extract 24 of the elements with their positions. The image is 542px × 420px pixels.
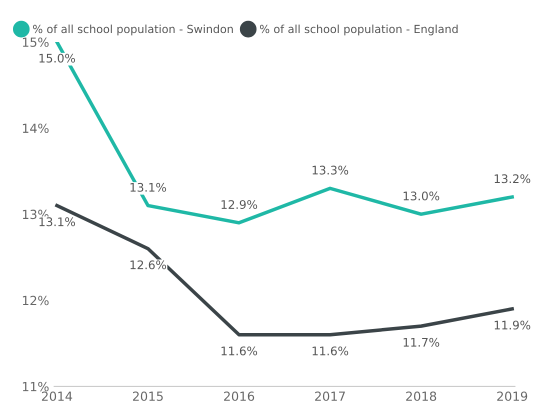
x-tick-label: 2017 [315, 391, 345, 401]
data-label: 11.6% [222, 346, 258, 356]
data-label: 11.9% [494, 320, 530, 330]
x-tick-label: 2019 [497, 391, 528, 401]
y-tick-label: 15% [22, 37, 49, 47]
x-tick-label: 2018 [406, 391, 436, 401]
data-label: 13.3% [312, 166, 348, 175]
data-label: 13.2% [494, 174, 530, 184]
data-label: 13.1% [130, 182, 166, 192]
x-tick-label: 2014 [42, 391, 72, 401]
y-tick-label: 14% [22, 124, 49, 134]
data-label: 13.1% [39, 217, 76, 226]
x-tick-label: 2016 [224, 391, 254, 401]
legend-label: % of all school population - Swindon [33, 24, 233, 36]
data-label: 13.0% [404, 191, 440, 200]
legend-label: % of all school population - England [260, 24, 458, 36]
y-tick-label: 12% [22, 296, 49, 306]
y-tick-label: 11% [22, 382, 49, 392]
data-label: 15.0% [39, 54, 76, 63]
data-label: 11.7% [404, 338, 440, 347]
x-tick-label: 2015 [132, 391, 163, 401]
data-label: 12.9% [222, 200, 258, 210]
data-label: 12.6% [130, 260, 166, 270]
data-label: 11.6% [312, 346, 348, 356]
